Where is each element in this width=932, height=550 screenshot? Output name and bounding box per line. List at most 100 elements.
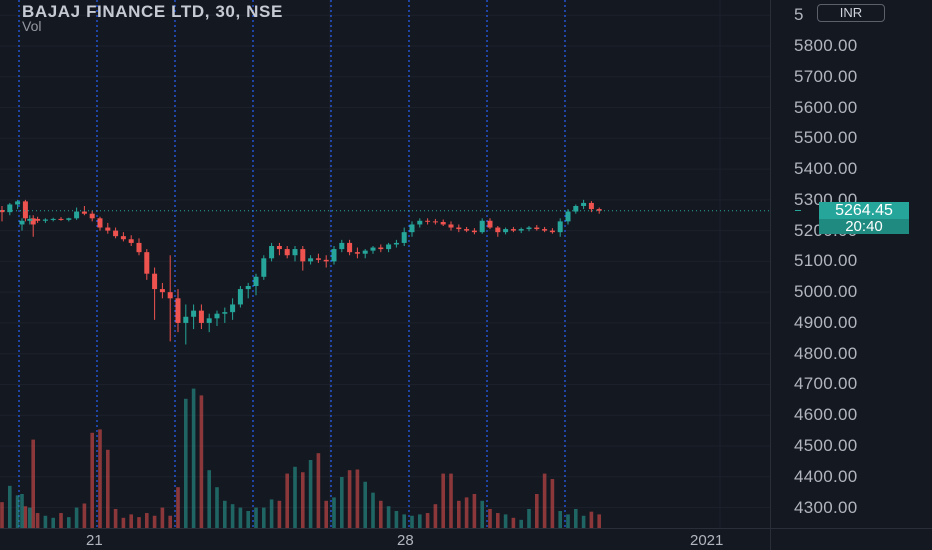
candle	[15, 201, 21, 205]
volume-bar	[67, 517, 71, 528]
time-axis-label: 28	[397, 532, 414, 549]
volume-bar	[293, 466, 297, 528]
candle	[269, 246, 275, 259]
volume-bar	[425, 513, 430, 528]
volume-bar	[238, 507, 243, 528]
volume-bar	[23, 506, 28, 528]
price-tick-label: 5100.00	[794, 251, 858, 271]
axis-corner	[770, 528, 932, 550]
volume-bar	[511, 517, 516, 528]
volume-bar	[74, 507, 79, 528]
candle	[198, 310, 204, 323]
candle	[425, 220, 431, 222]
volume-bar	[332, 497, 336, 528]
volume-bar	[386, 506, 391, 528]
candle	[66, 218, 72, 220]
price-tick-label: 4600.00	[794, 405, 858, 425]
volume-bar	[207, 470, 211, 528]
volume-bar	[449, 473, 453, 528]
candle	[549, 230, 555, 233]
last-price-label: 5264.45	[819, 202, 909, 219]
candle	[378, 247, 384, 250]
last-price-marker	[795, 210, 801, 211]
volume-bar	[324, 500, 328, 528]
volume-bar	[527, 508, 531, 528]
volume-bar	[98, 429, 102, 528]
candle	[27, 218, 33, 221]
candle	[175, 298, 181, 323]
volume-bar	[0, 502, 4, 528]
candle	[0, 210, 5, 213]
volume-bar	[184, 398, 188, 528]
candle	[300, 249, 306, 262]
volume-bar	[199, 395, 204, 528]
candle	[276, 246, 282, 250]
volume-bar	[363, 481, 367, 528]
volume-bar	[59, 513, 63, 528]
volume-bar	[277, 500, 282, 528]
currency-button[interactable]: INR	[817, 4, 885, 22]
candle	[479, 220, 485, 233]
candle	[471, 230, 477, 233]
candle	[245, 286, 251, 290]
candle	[409, 224, 415, 233]
candle	[354, 252, 360, 254]
candle	[191, 310, 197, 317]
bar-countdown-label: 20:40	[819, 219, 909, 234]
price-tick-label: 4800.00	[794, 343, 858, 363]
volume-legend-label[interactable]: Vol	[22, 18, 42, 34]
candle	[362, 250, 368, 254]
volume-bar	[269, 499, 274, 528]
volume-bar	[472, 494, 477, 528]
candle	[542, 229, 548, 231]
volume-bar	[15, 495, 20, 528]
volume-bar	[35, 513, 40, 528]
candle	[495, 227, 501, 233]
volume-bar	[121, 517, 126, 528]
volume-bar	[113, 508, 118, 528]
volume-bar	[246, 511, 250, 528]
candle	[42, 219, 48, 221]
volume-bar	[574, 508, 578, 528]
candle	[401, 232, 407, 243]
candle	[35, 218, 41, 221]
volume-bar	[566, 514, 570, 528]
volume-bar	[191, 388, 196, 528]
price-axis[interactable]: 5 5800.00 5700.00 5600.00 5500.00 5400.00 5300…	[770, 0, 932, 528]
volume-bar	[597, 514, 601, 528]
candle	[19, 220, 25, 225]
price-tick-label: 5	[794, 5, 804, 25]
volume-bar	[503, 514, 508, 528]
volume-bar	[160, 507, 165, 528]
volume-bar	[379, 500, 383, 528]
candle	[432, 221, 438, 223]
price-tick-label: 4500.00	[794, 436, 858, 455]
candle	[347, 242, 353, 253]
candle	[89, 213, 95, 219]
candle	[22, 201, 28, 219]
candle	[74, 211, 80, 219]
volume-bar	[90, 432, 94, 528]
volume-bar	[402, 514, 406, 528]
candle	[308, 258, 314, 262]
price-tick-label: 4300.00	[794, 497, 858, 517]
volume-bar	[43, 515, 48, 528]
volume-bar	[480, 500, 484, 528]
price-chart[interactable]	[0, 0, 770, 528]
price-tick-label: 5500.00	[794, 128, 858, 148]
candle	[487, 220, 493, 228]
candle	[30, 218, 36, 225]
candle	[370, 247, 376, 251]
candle	[120, 236, 126, 240]
volume-bar	[168, 515, 172, 528]
volume-bar	[441, 473, 445, 528]
candle	[167, 292, 173, 299]
candle	[534, 227, 540, 230]
candle	[230, 304, 236, 313]
symbol-title[interactable]: BAJAJ FINANCE LTD, 30, NSE	[22, 2, 283, 21]
volume-bar	[285, 473, 289, 528]
time-axis[interactable]: 21 28 2021	[0, 528, 770, 550]
candle	[144, 252, 150, 274]
candle	[128, 239, 134, 243]
candle	[315, 258, 321, 260]
